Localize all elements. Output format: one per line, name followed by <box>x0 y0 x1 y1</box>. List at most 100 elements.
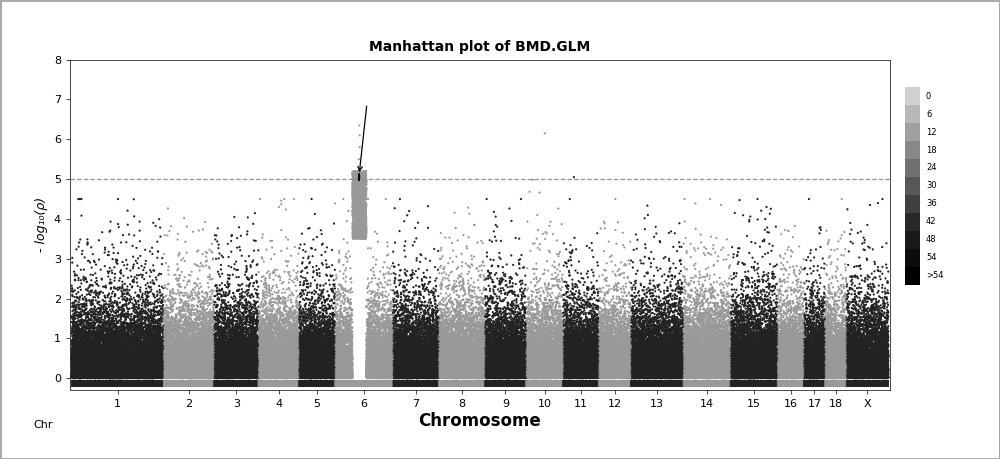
Point <box>796 374 812 381</box>
Point <box>631 369 647 376</box>
Point <box>683 373 699 381</box>
Point <box>680 368 696 375</box>
Point <box>795 368 811 375</box>
Point <box>415 343 431 350</box>
Point <box>233 366 249 373</box>
Point <box>120 369 136 377</box>
Point <box>590 319 606 326</box>
Point <box>262 353 278 361</box>
Point <box>552 337 568 344</box>
Point <box>770 374 786 381</box>
Point <box>395 338 411 346</box>
Point <box>842 329 858 336</box>
Point <box>269 352 285 359</box>
Point <box>561 343 577 350</box>
Point <box>627 374 643 381</box>
Point <box>448 349 464 356</box>
Point <box>247 354 263 361</box>
Point <box>835 353 851 360</box>
Point <box>209 354 225 361</box>
Point <box>879 374 895 381</box>
Point <box>795 354 811 361</box>
Point <box>579 356 595 363</box>
Point <box>169 369 185 376</box>
Point <box>757 356 773 364</box>
Point <box>537 348 553 356</box>
Point <box>732 344 748 352</box>
Point <box>588 368 604 375</box>
Point <box>241 364 257 371</box>
Point <box>197 359 213 367</box>
Point <box>344 374 360 381</box>
Point <box>333 371 349 378</box>
Point <box>837 340 853 347</box>
Point <box>420 367 436 375</box>
Point <box>481 368 497 375</box>
Point <box>156 375 172 382</box>
Point <box>379 370 395 377</box>
Point <box>452 341 468 348</box>
Point <box>514 361 530 368</box>
Point <box>722 369 738 376</box>
Point <box>82 334 98 341</box>
Point <box>151 362 167 369</box>
Point <box>267 330 283 338</box>
Point <box>631 371 647 379</box>
Point <box>376 342 392 349</box>
Point <box>696 349 712 357</box>
Point <box>126 356 142 364</box>
Point <box>559 373 575 381</box>
Point <box>130 374 146 381</box>
Point <box>701 359 717 367</box>
Point <box>476 337 492 345</box>
Point <box>261 323 277 330</box>
Point <box>727 340 743 347</box>
Point <box>82 342 98 350</box>
Point <box>219 368 235 375</box>
Point <box>179 366 195 373</box>
Point <box>527 366 543 374</box>
Point <box>500 344 516 351</box>
Point <box>301 373 317 381</box>
Point <box>466 325 482 332</box>
Point <box>180 371 196 378</box>
Point <box>849 366 865 373</box>
Point <box>294 351 310 358</box>
Point <box>356 212 372 219</box>
Point <box>544 349 560 356</box>
Point <box>476 374 492 381</box>
Point <box>289 330 305 337</box>
Point <box>555 369 571 376</box>
Point <box>214 369 230 376</box>
Point <box>484 373 500 380</box>
Point <box>153 371 169 379</box>
Point <box>112 367 128 374</box>
Point <box>470 358 486 366</box>
Point <box>622 317 638 324</box>
Point <box>838 375 854 382</box>
Point <box>682 371 698 379</box>
Point <box>749 351 765 358</box>
Point <box>715 369 731 376</box>
Point <box>602 348 618 356</box>
Point <box>564 358 580 365</box>
Point <box>423 371 439 378</box>
Point <box>628 360 644 367</box>
Point <box>802 374 818 381</box>
Point <box>476 285 492 292</box>
Point <box>533 366 549 374</box>
Point <box>158 362 174 369</box>
Point <box>660 326 676 333</box>
Point <box>860 367 876 374</box>
Point <box>863 374 879 381</box>
Point <box>425 309 441 317</box>
Point <box>547 358 563 365</box>
Point <box>309 370 325 377</box>
Point <box>671 369 687 377</box>
Point <box>779 346 795 353</box>
Point <box>351 207 367 215</box>
Point <box>433 364 449 372</box>
Point <box>750 365 766 372</box>
Point <box>549 349 565 356</box>
Point <box>92 373 108 381</box>
